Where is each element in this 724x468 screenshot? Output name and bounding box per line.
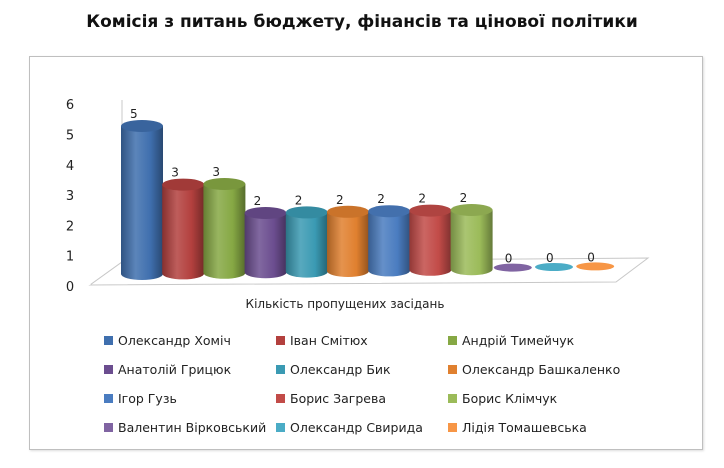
x-axis-label: Кількість пропущених засідань (246, 297, 445, 311)
bar-8: 2 (409, 192, 452, 276)
legend-item: Олександр Хоміч (104, 332, 276, 348)
bar-5: 2 (285, 193, 328, 278)
data-label: 2 (460, 191, 468, 205)
legend-label: Андрій Тимейчук (462, 332, 575, 348)
legend-item: Олександр Башкаленко (448, 361, 644, 377)
data-label: 0 (546, 251, 554, 265)
legend-item: Олександр Бик (276, 361, 448, 377)
legend-swatch (276, 335, 285, 345)
legend-label: Валентин Вірковський (118, 419, 267, 435)
bar-top (327, 205, 369, 218)
legend-item: Борис Загрева (276, 390, 448, 406)
bar-body (450, 210, 493, 276)
legend-swatch (276, 393, 285, 403)
chart-title: Комісія з питань бюджету, фінансів та ці… (86, 12, 638, 32)
bar-body (244, 213, 287, 279)
data-label: 5 (130, 107, 138, 121)
data-label: 2 (254, 194, 262, 208)
legend-swatch (448, 422, 457, 432)
data-label: 2 (418, 192, 426, 206)
bar-top (409, 204, 452, 217)
bar-flat (493, 263, 532, 272)
legend-swatch (448, 335, 457, 345)
data-label: 0 (505, 252, 513, 266)
bar-7: 2 (368, 192, 411, 277)
bar-top (162, 178, 205, 191)
y-tick-label: 5 (66, 129, 74, 144)
legend-label: Лідія Томашевська (462, 419, 587, 435)
legend-item: Іван Смітюх (276, 332, 448, 348)
legend-item: Олександр Свирида (276, 419, 448, 435)
bar-2: 3 (162, 166, 205, 280)
back-wall-edge (89, 100, 123, 286)
y-tick-label: 6 (66, 98, 74, 113)
bar-body (327, 211, 369, 277)
bar-4: 2 (244, 194, 287, 279)
bar-body (162, 184, 205, 280)
bar-3: 3 (203, 165, 246, 279)
bar-body (409, 210, 452, 276)
bar-top (244, 207, 287, 219)
bar-11: 0 (535, 251, 573, 271)
data-label: 0 (587, 250, 595, 264)
data-label: 2 (336, 193, 344, 207)
legend-label: Олександр Хоміч (118, 332, 231, 348)
legend-swatch (276, 364, 285, 374)
bar-top (203, 178, 246, 190)
bar-top (121, 120, 163, 132)
bar-body (368, 211, 411, 277)
legend-item: Анатолій Грицюк (104, 361, 276, 377)
legend-swatch (276, 422, 285, 432)
legend-label: Борис Загрева (290, 390, 387, 406)
bar-body (203, 184, 246, 279)
legend-swatch (104, 393, 113, 403)
bar-9: 2 (450, 191, 493, 276)
legend-swatch (448, 393, 457, 403)
data-label: 2 (377, 192, 385, 206)
y-tick-label: 0 (66, 280, 74, 295)
bar-top (368, 205, 411, 218)
legend-item: Борис Клімчук (448, 390, 644, 406)
legend-swatch (104, 364, 113, 374)
y-tick-label: 2 (66, 219, 74, 234)
legend-swatch (104, 335, 113, 345)
legend-label: Ігор Гузь (118, 390, 177, 406)
y-tick-label: 4 (66, 159, 74, 174)
legend-label: Олександр Башкаленко (462, 361, 621, 377)
bar-top (285, 206, 328, 219)
bar-10: 0 (493, 252, 532, 272)
bar-12: 0 (576, 250, 615, 271)
legend-label: Анатолій Грицюк (118, 361, 232, 377)
legend-item: Ігор Гузь (104, 390, 276, 406)
legend-label: Іван Смітюх (290, 332, 368, 348)
bar-6: 2 (327, 193, 369, 277)
y-tick-label: 3 (66, 189, 74, 204)
y-tick-label: 1 (66, 250, 74, 265)
bar-flat (535, 263, 573, 271)
bar-top (450, 204, 493, 216)
legend-item: Лідія Томашевська (448, 419, 644, 435)
legend-label: Олександр Свирида (290, 419, 423, 435)
bar-1: 5 (121, 107, 163, 280)
bar-body (285, 212, 328, 278)
bar-flat (576, 262, 615, 271)
legend-label: Борис Клімчук (462, 390, 558, 406)
data-label: 2 (295, 193, 303, 207)
chart-frame (29, 56, 703, 450)
legend-label: Олександр Бик (290, 361, 391, 377)
legend-swatch (448, 364, 457, 374)
bar-body (121, 126, 163, 280)
data-label: 3 (212, 165, 220, 179)
legend-swatch (104, 422, 113, 432)
legend-item: Валентин Вірковський (104, 419, 276, 435)
legend: Олександр Хоміч Іван Смітюх Андрій Тимейчу… (104, 332, 644, 435)
legend-item: Андрій Тимейчук (448, 332, 644, 348)
data-label: 3 (171, 166, 179, 180)
